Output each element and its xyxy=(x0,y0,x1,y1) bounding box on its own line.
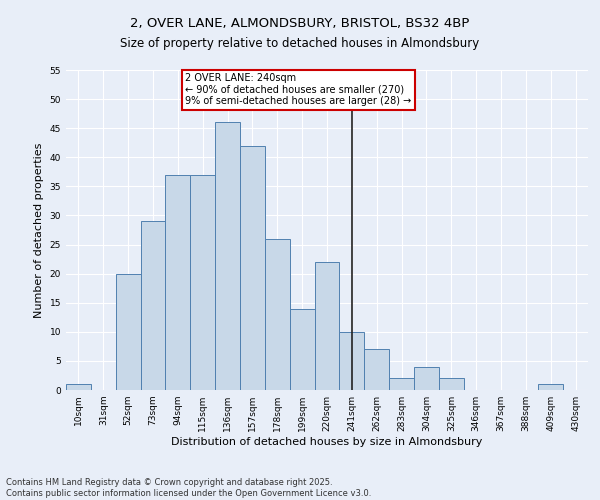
Bar xyxy=(240,146,265,390)
Bar xyxy=(140,222,166,390)
Bar xyxy=(340,332,364,390)
Bar xyxy=(265,238,290,390)
Text: Size of property relative to detached houses in Almondsbury: Size of property relative to detached ho… xyxy=(121,38,479,51)
Bar xyxy=(116,274,140,390)
Text: Contains HM Land Registry data © Crown copyright and database right 2025.
Contai: Contains HM Land Registry data © Crown c… xyxy=(6,478,371,498)
Bar xyxy=(364,350,389,390)
Text: 2 OVER LANE: 240sqm
← 90% of detached houses are smaller (270)
9% of semi-detach: 2 OVER LANE: 240sqm ← 90% of detached ho… xyxy=(185,73,412,106)
Y-axis label: Number of detached properties: Number of detached properties xyxy=(34,142,44,318)
Bar xyxy=(439,378,464,390)
Bar xyxy=(166,174,190,390)
Bar xyxy=(538,384,563,390)
Bar xyxy=(389,378,414,390)
Text: 2, OVER LANE, ALMONDSBURY, BRISTOL, BS32 4BP: 2, OVER LANE, ALMONDSBURY, BRISTOL, BS32… xyxy=(130,18,470,30)
Bar xyxy=(414,366,439,390)
Bar xyxy=(215,122,240,390)
Bar xyxy=(314,262,340,390)
Bar xyxy=(290,308,314,390)
X-axis label: Distribution of detached houses by size in Almondsbury: Distribution of detached houses by size … xyxy=(172,437,482,447)
Bar xyxy=(190,174,215,390)
Bar xyxy=(66,384,91,390)
